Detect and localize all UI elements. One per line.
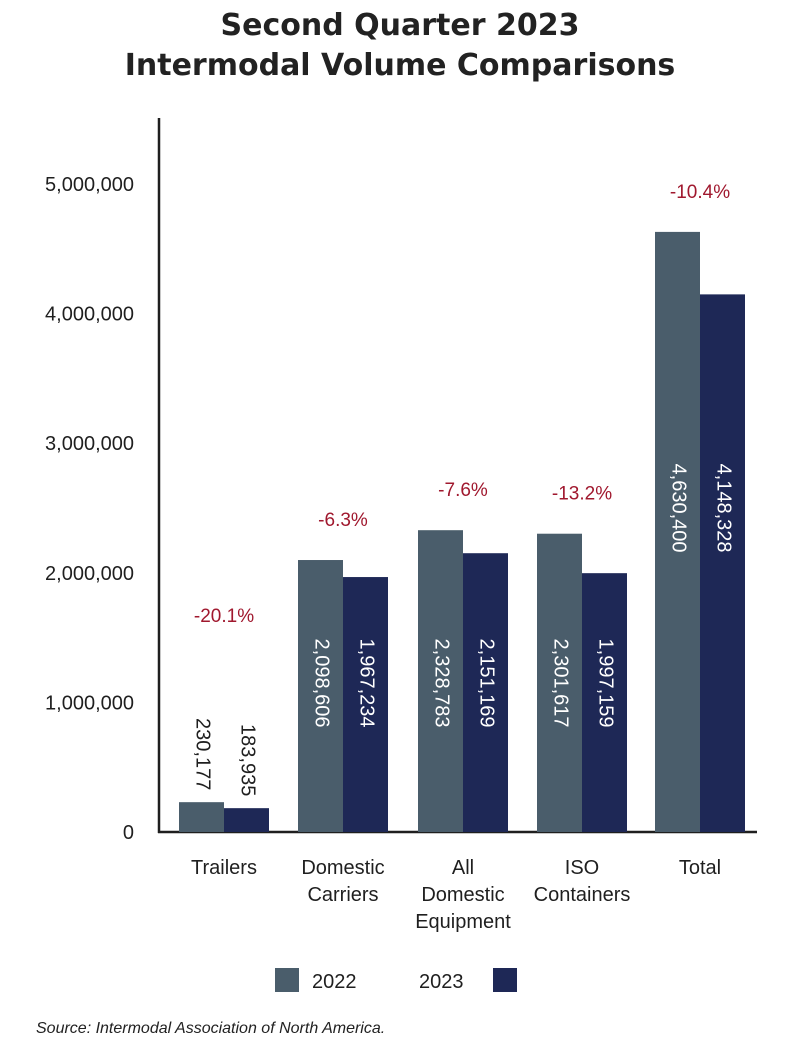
bar-2022 bbox=[537, 533, 582, 832]
percent-change-label: -7.6% bbox=[438, 480, 488, 501]
legend-label-2023: 2023 bbox=[419, 971, 464, 993]
bar-2022 bbox=[418, 530, 463, 832]
x-tick-label: All bbox=[452, 857, 474, 879]
x-tick-label: Domestic bbox=[301, 857, 384, 879]
y-tick-label: 2,000,000 bbox=[45, 563, 134, 585]
bar-value-label: 2,301,617 bbox=[550, 639, 572, 728]
percent-change-label: -13.2% bbox=[552, 484, 612, 505]
x-tick-label: Equipment bbox=[415, 911, 511, 933]
bar-2023 bbox=[700, 294, 745, 832]
y-tick-label: 1,000,000 bbox=[45, 692, 134, 714]
percent-change-label: -20.1% bbox=[194, 606, 254, 627]
bar-2023 bbox=[582, 573, 627, 832]
legend-swatch-2023 bbox=[493, 968, 517, 992]
bar-value-label: 183,935 bbox=[237, 724, 259, 796]
y-tick-label: 0 bbox=[123, 822, 134, 844]
chart-title: Second Quarter 2023 Intermodal Volume Co… bbox=[0, 6, 800, 86]
bar-value-label: 1,997,159 bbox=[595, 639, 617, 728]
bar-2023 bbox=[343, 577, 388, 832]
y-tick-label: 3,000,000 bbox=[45, 433, 134, 455]
x-tick-label: ISO bbox=[565, 857, 599, 879]
percent-change-label: -10.4% bbox=[670, 182, 730, 203]
x-tick-label: Total bbox=[679, 857, 721, 879]
y-tick-label: 4,000,000 bbox=[45, 304, 134, 326]
bar-2023 bbox=[224, 808, 269, 832]
bar-value-label: 230,177 bbox=[192, 718, 214, 790]
x-tick-label: Domestic bbox=[421, 884, 504, 906]
bar-value-label: 1,967,234 bbox=[356, 639, 378, 728]
bar-2022 bbox=[179, 802, 224, 832]
legend-swatch-2022 bbox=[275, 968, 299, 992]
bar-value-label: 4,148,328 bbox=[713, 464, 735, 553]
bar-value-label: 2,098,606 bbox=[311, 639, 333, 728]
bar-chart: 0 1,000,000 2,000,000 3,000,000 4,000,000 5,0… bbox=[45, 118, 757, 993]
bar-value-label: 4,630,400 bbox=[668, 464, 690, 553]
x-tick-label: Trailers bbox=[191, 857, 257, 879]
percent-change-label: -6.3% bbox=[318, 510, 368, 531]
source-note: Source: Intermodal Association of North … bbox=[36, 1020, 386, 1037]
x-tick-label: Carriers bbox=[307, 884, 378, 906]
bar-2023 bbox=[463, 553, 508, 832]
y-tick-label: 5,000,000 bbox=[45, 174, 134, 196]
bar-value-label: 2,328,783 bbox=[431, 639, 453, 728]
chart-title-line-2: Intermodal Volume Comparisons bbox=[124, 48, 676, 83]
bar-2022 bbox=[655, 231, 700, 833]
chart-title-line-1: Second Quarter 2023 bbox=[220, 8, 580, 43]
legend-label-2022: 2022 bbox=[312, 971, 357, 993]
bar-2022 bbox=[298, 560, 343, 832]
x-tick-label: Containers bbox=[534, 884, 631, 906]
bar-value-label: 2,151,169 bbox=[476, 639, 498, 728]
